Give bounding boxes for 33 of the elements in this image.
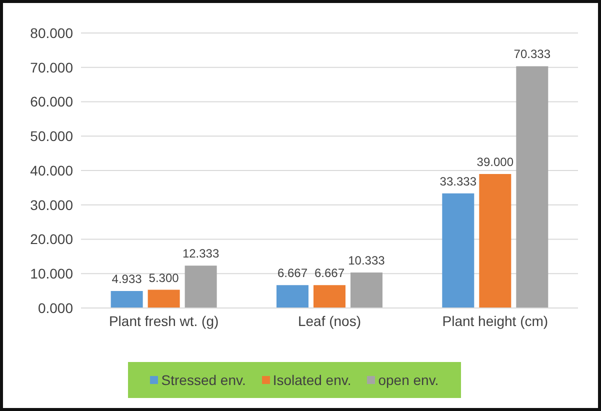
y-tick-label: 60.000	[30, 94, 74, 110]
y-tick-label: 0.000	[38, 300, 74, 316]
bar	[313, 285, 346, 308]
x-tick-label: Plant height (cm)	[442, 312, 548, 329]
y-tick-label: 80.000	[30, 24, 74, 41]
legend-label: open env.	[377, 372, 439, 388]
bar	[148, 290, 180, 308]
data-label: 6.667	[314, 266, 345, 280]
y-tick-label: 30.000	[30, 196, 74, 213]
x-tick-label: Leaf (nos)	[298, 312, 362, 329]
data-label: 39.000	[476, 154, 514, 169]
bar	[184, 266, 217, 308]
data-label: 6.667	[277, 266, 308, 280]
y-tick-label: 70.000	[30, 59, 74, 76]
x-tick-label: Plant fresh wt. (g)	[108, 312, 219, 329]
y-tick-label: 50.000	[30, 128, 74, 144]
bar	[479, 174, 512, 308]
legend-label: Isolated env.	[272, 372, 352, 388]
data-label: 10.333	[348, 253, 386, 268]
data-label: 70.333	[514, 47, 551, 62]
bar	[350, 272, 382, 308]
bar	[110, 291, 143, 308]
data-label: 12.333	[182, 246, 220, 261]
y-tick-label: 40.000	[30, 162, 74, 178]
y-tick-label: 10.000	[30, 266, 74, 282]
bar	[442, 193, 474, 308]
data-label: 4.933	[112, 272, 142, 286]
y-tick-label: 20.000	[30, 231, 74, 248]
data-label: 5.300	[148, 270, 180, 285]
bar	[276, 285, 308, 308]
legend-label: Stressed env.	[160, 372, 246, 388]
data-label: 33.333	[440, 174, 477, 188]
bar	[516, 66, 548, 308]
